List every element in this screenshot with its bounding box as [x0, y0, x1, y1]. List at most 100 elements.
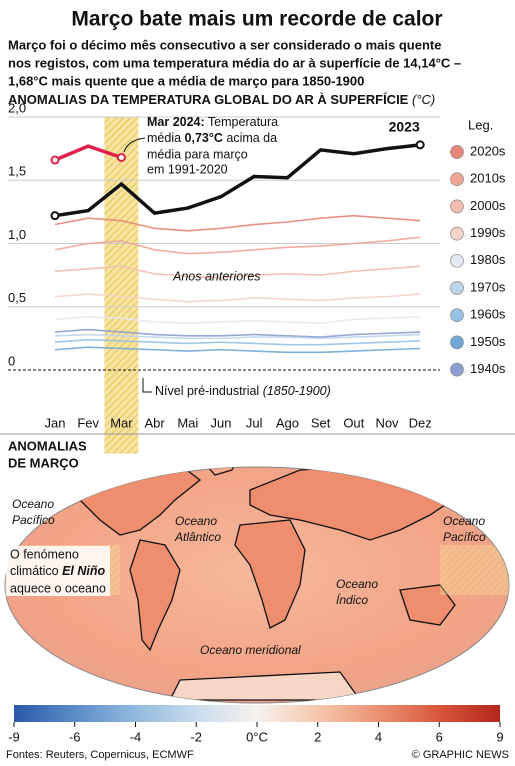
colorbar-label: 4	[375, 729, 382, 744]
annotation: Anos anteriores	[172, 269, 261, 283]
ocean-label: Pacífico	[12, 513, 55, 527]
x-tick-label: Set	[311, 415, 331, 430]
legend-swatch	[450, 172, 464, 187]
legend-swatch	[450, 281, 464, 295]
decade-line	[54, 316, 421, 324]
legend-label: 1940s	[470, 361, 506, 376]
x-tick-label: Jul	[246, 415, 263, 430]
colorbar-label: -9	[8, 729, 20, 744]
legend-label: 2020s	[470, 143, 506, 158]
annotation: Mar 2024: Temperatura	[147, 115, 278, 129]
x-tick-label: Nov	[375, 415, 399, 430]
annotation-part: média	[147, 131, 185, 145]
el-nino-part: El Niño	[62, 564, 105, 578]
annotation: média 0,73°C acima da	[147, 131, 277, 145]
x-tick-label: Mai	[177, 415, 198, 430]
subtitle: 1,68°C mais quente que a média de março …	[8, 73, 364, 88]
x-tick-label: Dez	[409, 415, 432, 430]
x-tick-label: Out	[343, 415, 364, 430]
unit: (°C)	[412, 92, 435, 107]
annotation-part: (1850-1900)	[263, 384, 331, 398]
ocean-label: Oceano	[175, 514, 217, 528]
y-tick-label: 1,0	[8, 227, 26, 242]
el-nino-part: climático	[10, 564, 62, 578]
source: Fontes: Reuters, Copernicus, ECMWF	[6, 749, 194, 761]
decade-line	[54, 328, 421, 338]
ocean-label: Oceano meridional	[200, 643, 301, 657]
credit: © GRAPHIC NEWS	[412, 749, 509, 761]
y-tick-label: 0	[8, 353, 15, 368]
colorbar-label: 9	[496, 729, 503, 744]
colorbar-label: 0°C	[246, 729, 268, 744]
annotation-part: Mar 2024:	[147, 115, 205, 129]
ocean-label: Oceano	[443, 514, 485, 528]
decade-line	[54, 346, 421, 354]
annotation-part: Nível pré-industrial	[155, 384, 263, 398]
legend-label: 1980s	[470, 252, 506, 267]
colorbar-label: -4	[130, 729, 142, 744]
endpoint	[50, 211, 60, 221]
x-tick-label: Fev	[77, 415, 99, 430]
x-tick-label: Jan	[45, 415, 66, 430]
map-title: DE MARÇO	[8, 455, 79, 470]
chart-title-text: ANOMALIAS DA TEMPERATURA GLOBAL DO AR À …	[8, 92, 409, 107]
y-tick-label: 2,0	[8, 100, 26, 115]
annotation: média para março	[147, 147, 248, 161]
legend-swatch	[450, 335, 464, 350]
ocean-label: Pacífico	[443, 530, 486, 544]
chart-title: ANOMALIAS DA TEMPERATURA GLOBAL DO AR À …	[8, 92, 435, 107]
colorbar-label: 2	[314, 729, 321, 744]
annotation-part: acima da	[223, 131, 277, 145]
title: Março bate mais um recorde de calor	[71, 8, 442, 31]
ocean-label: Atlântico	[174, 530, 221, 544]
x-tick-label: Jun	[211, 415, 232, 430]
el-nino-text: O fenómeno	[10, 547, 79, 561]
colorbar-label: -2	[190, 729, 202, 744]
y-tick-label: 0,5	[8, 290, 26, 305]
colorbar-label: 6	[436, 729, 443, 744]
decade-line	[54, 333, 421, 340]
x-tick-label: Ago	[276, 415, 299, 430]
decade-line	[54, 265, 421, 279]
ocean-label: Índico	[336, 592, 368, 607]
legend-swatch	[450, 362, 464, 377]
colorbar	[14, 705, 500, 722]
decade-line	[54, 236, 421, 255]
decade-line	[54, 293, 421, 303]
endpoint	[116, 152, 126, 162]
legend-swatch	[450, 308, 464, 323]
ocean-label: Oceano	[336, 577, 378, 591]
series-line	[54, 144, 122, 162]
legend-swatch	[450, 145, 464, 159]
subtitle: nos registos, com uma temperatura média …	[8, 55, 461, 70]
subtitle: Março foi o décimo mês consecutivo a ser…	[8, 37, 441, 52]
series-label: 2023	[389, 119, 420, 135]
annotation: Nível pré-industrial (1850-1900)	[155, 384, 331, 398]
annotation: em 1991-2020	[147, 162, 228, 176]
endpoint	[50, 155, 60, 165]
legend-swatch	[450, 199, 464, 214]
el-nino-text: aquece o oceano	[10, 581, 106, 595]
legend-label: 2010s	[470, 171, 506, 186]
highlight-band	[104, 117, 139, 454]
x-tick-label: Mar	[110, 415, 133, 430]
endpoint	[415, 140, 425, 150]
ocean-label: Oceano	[12, 497, 54, 511]
series-line	[54, 143, 421, 218]
legend-title: Leg.	[468, 117, 493, 132]
annotation-arrow	[123, 137, 146, 153]
colorbar-label: -6	[69, 729, 81, 744]
el-nino-box	[6, 546, 110, 596]
legend-label: 2000s	[470, 198, 506, 213]
annotation-part: Temperatura	[205, 115, 278, 129]
annotation-part: 0,73°C	[185, 131, 223, 145]
y-tick-label: 1,5	[8, 164, 26, 179]
decade-line	[54, 214, 421, 232]
decade-line	[54, 338, 421, 346]
legend-label: 1990s	[470, 225, 506, 240]
legend-label: 1970s	[470, 279, 506, 294]
legend-swatch	[450, 226, 464, 241]
legend-swatch	[450, 253, 464, 268]
map-title: ANOMALIAS	[8, 438, 87, 453]
